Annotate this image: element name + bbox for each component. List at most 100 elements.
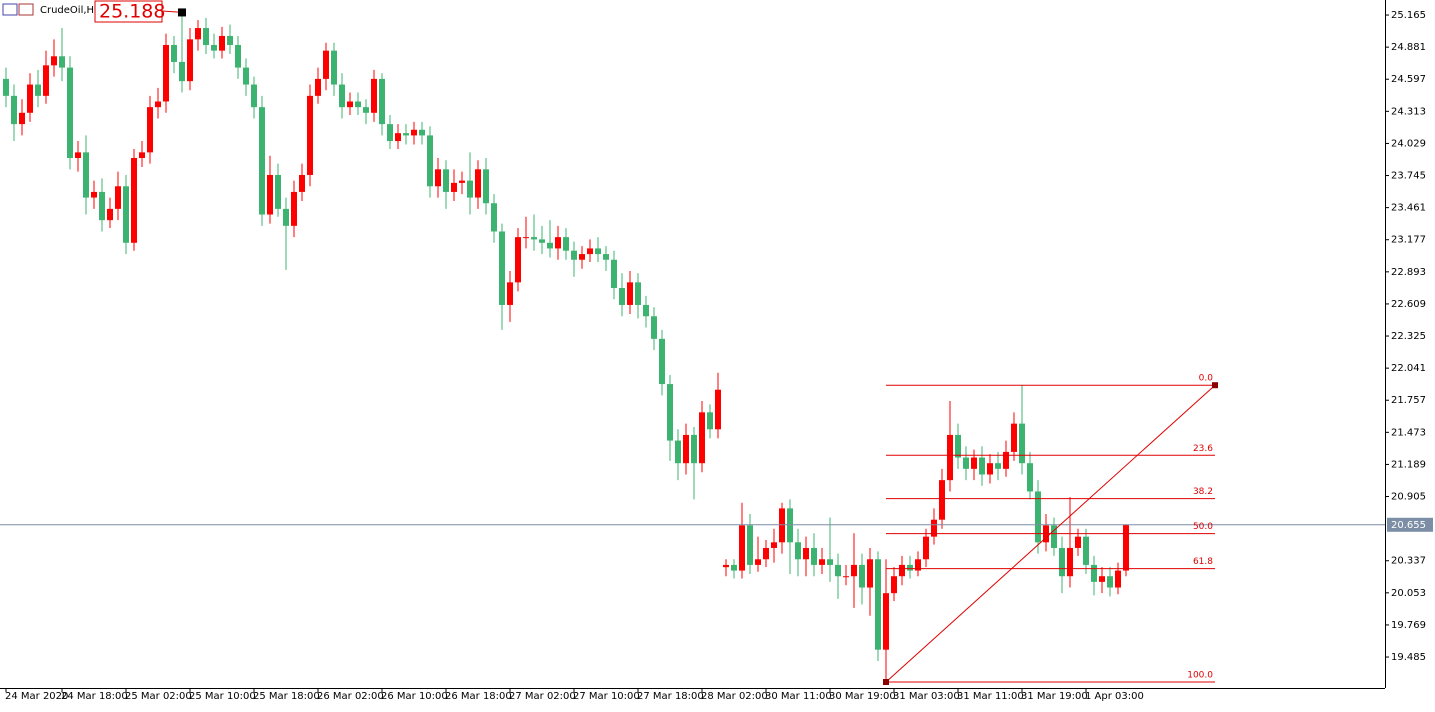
candle-body xyxy=(99,191,105,221)
candle-body xyxy=(1091,564,1097,582)
candle-body xyxy=(187,39,193,82)
candle-body xyxy=(491,203,497,232)
candle-body xyxy=(659,338,665,385)
x-tick-label: 1 Apr 03:00 xyxy=(1085,691,1144,702)
y-tick-label: 21.473 xyxy=(1391,427,1426,438)
candle-body xyxy=(571,250,577,260)
candle-body xyxy=(507,282,513,305)
y-tick-label: 25.165 xyxy=(1391,10,1426,21)
current-price-box xyxy=(1387,517,1433,532)
candle-body xyxy=(987,463,993,475)
candle-body xyxy=(83,152,89,198)
candle-body xyxy=(771,542,777,548)
x-tick-label: 25 Mar 18:00 xyxy=(253,691,320,702)
candle-body xyxy=(395,133,401,142)
icon-right xyxy=(18,3,34,16)
candle-body xyxy=(59,56,65,68)
y-tick-label: 20.053 xyxy=(1391,588,1426,599)
candle-body xyxy=(235,44,241,68)
candle-body xyxy=(339,84,345,108)
candle-body xyxy=(355,101,361,108)
x-tick-label: 26 Mar 10:00 xyxy=(381,691,448,702)
fib-label: 61.8 xyxy=(1193,557,1213,567)
candle-body xyxy=(547,242,553,249)
fib-label: 38.2 xyxy=(1193,487,1213,497)
candle-body xyxy=(1011,423,1017,452)
y-tick-label: 23.461 xyxy=(1391,203,1426,214)
candle-body xyxy=(731,564,737,571)
candle-body xyxy=(35,84,41,96)
current-price-label: 20.655 xyxy=(1391,520,1426,531)
candle-body xyxy=(91,191,97,198)
candle-body xyxy=(907,564,913,571)
candle-body xyxy=(139,152,145,159)
candle-body xyxy=(635,282,641,305)
candle-body xyxy=(307,95,313,175)
y-tick-label: 19.769 xyxy=(1391,620,1426,631)
y-tick-label: 22.041 xyxy=(1391,363,1426,374)
y-tick-label: 21.757 xyxy=(1391,395,1426,406)
y-tick-label: 20.905 xyxy=(1391,492,1426,503)
candle-body xyxy=(923,536,929,560)
x-tick-label: 25 Mar 02:00 xyxy=(125,691,192,702)
candle-body xyxy=(1067,547,1073,577)
x-tick-label: 26 Mar 02:00 xyxy=(317,691,384,702)
candle-body xyxy=(827,559,833,565)
candle-body xyxy=(347,101,353,108)
candle-body xyxy=(867,559,873,588)
candle-body xyxy=(27,84,33,113)
candle-body xyxy=(707,412,713,430)
x-tick-label: 30 Mar 11:00 xyxy=(765,691,832,702)
x-tick-label: 31 Mar 03:00 xyxy=(893,691,960,702)
candle-body xyxy=(619,287,625,305)
candle-body xyxy=(1019,423,1025,464)
candle-body xyxy=(123,186,129,243)
fib-label: 0.0 xyxy=(1199,374,1214,384)
fib-label: 23.6 xyxy=(1193,444,1213,454)
candle-body xyxy=(331,50,337,85)
candle-body xyxy=(203,28,209,45)
y-tick-label: 22.609 xyxy=(1391,299,1426,310)
candle-body xyxy=(963,457,969,469)
candle-body xyxy=(779,508,785,543)
candle-body xyxy=(1035,491,1041,543)
candle-body xyxy=(1059,547,1065,577)
x-tick-label: 31 Mar 19:00 xyxy=(1021,691,1088,702)
candle-body xyxy=(603,254,609,260)
candle-body xyxy=(435,169,441,187)
x-tick-label: 27 Mar 10:00 xyxy=(573,691,640,702)
symbol-icon xyxy=(2,3,34,16)
candle-body xyxy=(75,152,81,159)
candle-body xyxy=(459,180,465,183)
candle-body xyxy=(971,457,977,469)
candle-body xyxy=(803,547,809,560)
candle-body xyxy=(1003,451,1009,469)
candle-body xyxy=(875,559,881,650)
candle-body xyxy=(563,237,569,251)
candle-body xyxy=(747,525,753,565)
candle-body xyxy=(299,174,305,192)
candle-body xyxy=(851,564,857,577)
candle-body xyxy=(251,84,257,108)
candle-body xyxy=(715,389,721,430)
candle-body xyxy=(403,133,409,136)
candle-body xyxy=(739,525,745,571)
candle-body xyxy=(219,35,225,51)
candle-body xyxy=(147,107,153,153)
candle-body xyxy=(787,508,793,543)
x-tick-label: 28 Mar 02:00 xyxy=(701,691,768,702)
candle-body xyxy=(275,174,281,209)
y-tick-label: 22.893 xyxy=(1391,267,1426,278)
candle-body xyxy=(67,67,73,159)
candle-body xyxy=(363,107,369,113)
max-marker xyxy=(178,8,186,17)
candle-body xyxy=(691,434,697,464)
symbol-label: CrudeOil,H1 xyxy=(40,5,100,16)
candle-body xyxy=(451,182,457,192)
candle-body xyxy=(643,304,649,317)
candle-body xyxy=(291,191,297,226)
candle-body xyxy=(259,107,265,215)
candle-body xyxy=(555,237,561,249)
candle-body xyxy=(627,282,633,305)
